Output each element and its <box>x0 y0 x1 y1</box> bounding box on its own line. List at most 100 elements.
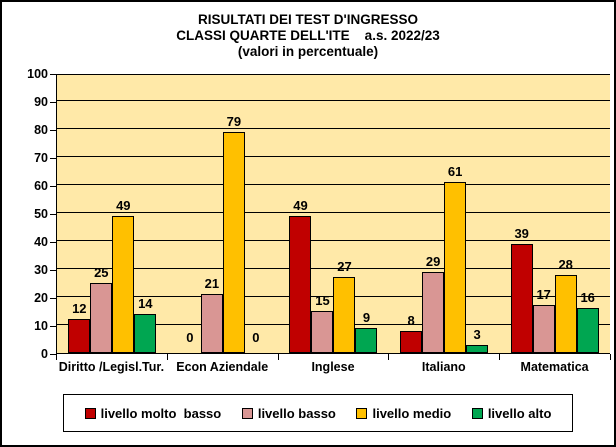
bar-wrap: 49 <box>112 75 135 353</box>
bar-group-1: 0 21 79 0 <box>168 75 279 353</box>
legend-label: livello basso <box>257 405 336 421</box>
x-axis-tick-4 <box>499 354 501 360</box>
bar-value-label: 49 <box>116 197 131 213</box>
category-label-0: Diritto /Legisl.Tur. <box>58 360 165 374</box>
y-axis-tick-80 <box>50 130 56 131</box>
chart-title-line-1: RISULTATI DEI TEST D'INGRESSO <box>198 12 418 27</box>
y-axis-label-70: 70 <box>34 151 48 165</box>
bar-value-label: 28 <box>558 256 573 272</box>
legend-swatch-icon <box>241 407 253 419</box>
bar-value-label: 14 <box>138 295 153 311</box>
bar-livello-basso-1 <box>200 294 223 353</box>
bar-livello-basso-2 <box>311 311 334 353</box>
x-axis-tick-5 <box>610 354 611 360</box>
gridline-40 <box>57 240 610 241</box>
bar-wrap: 25 <box>90 75 113 353</box>
y-axis-label-20: 20 <box>34 291 48 305</box>
bar-livello-molto-basso-3 <box>400 330 423 353</box>
legend-swatch-icon <box>84 407 96 419</box>
y-axis-label-10: 10 <box>34 319 48 333</box>
y-axis-tick-0 <box>50 354 56 355</box>
bar-value-label: 27 <box>337 259 352 275</box>
bar-livello-molto-basso-2 <box>289 215 312 353</box>
gridline-90 <box>57 100 610 101</box>
bar-value-label: 9 <box>362 309 371 325</box>
bar-livello-medio-4 <box>554 274 577 353</box>
gridline-70 <box>57 156 610 157</box>
x-axis-tick-2 <box>277 354 279 360</box>
bar-value-label: 17 <box>536 287 551 303</box>
chart-title: RISULTATI DEI TEST D'INGRESSO CLASSI QUA… <box>2 12 614 60</box>
bar-livello-molto-basso-0 <box>68 319 91 353</box>
bar-livello-medio-2 <box>333 277 356 353</box>
bar-wrap: 0 <box>245 75 267 353</box>
bar-value-label: 3 <box>473 326 481 342</box>
bar-livello-medio-3 <box>444 182 467 353</box>
y-axis-label-80: 80 <box>34 123 48 137</box>
bar-wrap: 61 <box>444 75 467 353</box>
bar-wrap: 27 <box>333 75 356 353</box>
y-axis-label-100: 100 <box>27 67 48 81</box>
gridline-50 <box>57 212 610 213</box>
bar-livello-molto-basso-4 <box>510 243 533 353</box>
bar-value-label: 16 <box>580 290 595 306</box>
bar-value-label: 12 <box>72 301 87 317</box>
x-axis-tick-1 <box>166 354 168 360</box>
y-axis-tick-10 <box>50 326 56 327</box>
y-axis-tick-40 <box>50 242 56 243</box>
bar-wrap: 8 <box>400 75 423 353</box>
bar-livello-basso-3 <box>422 271 445 353</box>
legend-item-livello-molto-basso: livello molto basso <box>84 405 222 421</box>
bar-livello-alto-0 <box>134 313 157 353</box>
bar-value-label: 0 <box>186 330 194 345</box>
bar-wrap: 16 <box>576 75 599 353</box>
y-axis-label-90: 90 <box>34 95 48 109</box>
y-axis-tick-30 <box>50 270 56 271</box>
category-label-1: Econ Aziendale <box>176 360 269 374</box>
x-axis-tick-0 <box>56 354 57 360</box>
bar-value-label: 21 <box>204 276 220 292</box>
bar-livello-basso-0 <box>90 283 113 353</box>
gridline-60 <box>57 184 610 185</box>
bar-wrap: 39 <box>510 75 533 353</box>
x-axis-tick-3 <box>388 354 390 360</box>
bar-wrap: 28 <box>554 75 577 353</box>
bar-wrap: 49 <box>289 75 312 353</box>
bar-wrap: 79 <box>222 75 245 353</box>
legend-swatch-icon <box>471 407 483 419</box>
chart-title-line-3: (valori in percentuale) <box>237 44 379 59</box>
plot-area: 12 25 49 14 0 21 79 0 49 15 27 9 8 29 61 3 39 17 28 16 <box>56 74 610 354</box>
legend-label: livello medio <box>372 405 452 421</box>
chart-title-line-2: CLASSI QUARTE DELL'ITE a.s. 2022/23 <box>176 28 440 43</box>
bar-wrap: 17 <box>532 75 555 353</box>
y-axis-tick-70 <box>50 158 56 159</box>
bar-wrap: 0 <box>179 75 201 353</box>
y-axis-label-40: 40 <box>34 235 48 249</box>
legend-label: livello molto basso <box>100 405 222 421</box>
bar-groups: 12 25 49 14 0 21 79 0 49 15 27 9 8 29 61 3 39 17 28 16 <box>57 75 610 353</box>
category-label-4: Matematica <box>520 360 589 374</box>
y-axis-tick-60 <box>50 186 56 187</box>
y-axis-tick-20 <box>50 298 56 299</box>
bar-value-label: 39 <box>514 225 529 241</box>
bar-group-4: 39 17 28 16 <box>499 75 610 353</box>
bar-group-0: 12 25 49 14 <box>57 75 168 353</box>
bar-livello-basso-4 <box>532 305 555 353</box>
legend-item-livello-medio: livello medio <box>356 406 451 421</box>
bar-value-label: 29 <box>425 253 441 269</box>
bar-value-label: 15 <box>315 293 330 308</box>
bar-wrap: 14 <box>134 75 157 353</box>
bar-value-label: 49 <box>293 197 308 213</box>
legend-item-livello-alto: livello alto <box>471 405 552 421</box>
gridline-30 <box>57 268 610 269</box>
bar-value-label: 61 <box>447 164 463 180</box>
bar-livello-alto-2 <box>355 327 378 353</box>
bar-wrap: 29 <box>422 75 445 353</box>
category-label-2: Inglese <box>311 360 355 374</box>
legend-swatch-icon <box>356 407 368 419</box>
bar-livello-alto-3 <box>466 344 489 353</box>
legend-label: livello alto <box>487 405 552 421</box>
legend-item-livello-basso: livello basso <box>241 405 336 421</box>
gridline-80 <box>57 128 610 129</box>
